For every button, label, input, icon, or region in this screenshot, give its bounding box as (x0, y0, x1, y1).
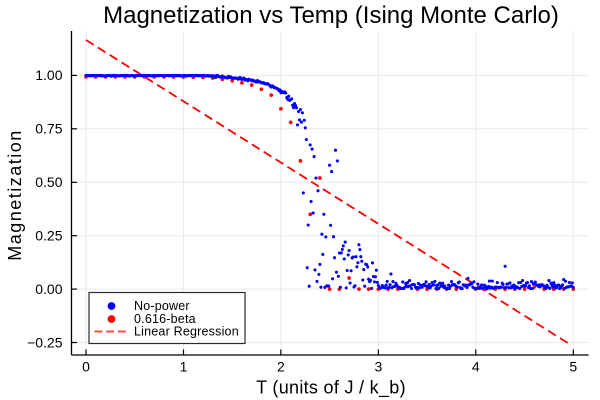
svg-text:1: 1 (180, 359, 188, 375)
svg-text:1.00: 1.00 (35, 67, 62, 83)
svg-text:0.25: 0.25 (35, 228, 62, 244)
svg-text:2: 2 (277, 359, 285, 375)
svg-text:−0.25: −0.25 (27, 334, 63, 350)
svg-text:Magnetization: Magnetization (5, 129, 25, 261)
svg-text:0.616-beta: 0.616-beta (134, 312, 196, 326)
svg-text:0.50: 0.50 (35, 174, 62, 190)
svg-text:0.75: 0.75 (35, 121, 62, 137)
svg-text:Linear Regression: Linear Regression (134, 325, 239, 339)
svg-text:3: 3 (375, 359, 383, 375)
svg-text:4: 4 (472, 359, 480, 375)
svg-text:5: 5 (569, 359, 577, 375)
svg-text:0: 0 (82, 359, 90, 375)
svg-text:T (units of J / k_b): T (units of J / k_b) (256, 378, 406, 399)
svg-text:No-power: No-power (134, 299, 190, 313)
svg-text:0.00: 0.00 (35, 281, 62, 297)
svg-text:Magnetization vs Temp (Ising M: Magnetization vs Temp (Ising Monte Carlo… (103, 2, 559, 29)
